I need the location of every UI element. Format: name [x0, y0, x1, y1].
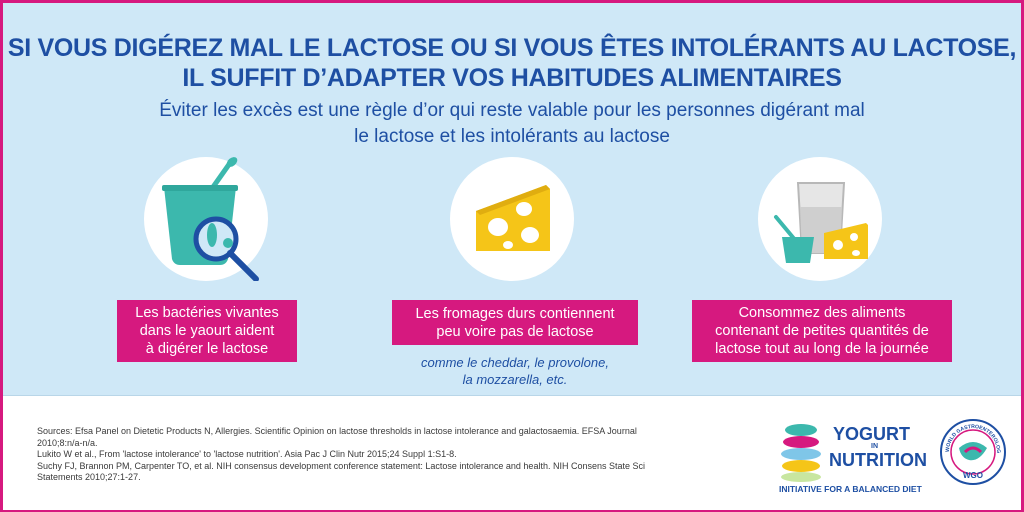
note-line: comme le cheddar, le provolone,: [421, 355, 609, 370]
tip-spread-line: Consommez des aliments: [738, 305, 906, 321]
page-title: SI VOUS DIGÉREZ MAL LE LACTOSE OU SI VOU…: [3, 33, 1021, 93]
cheese-icon: [450, 157, 574, 281]
tip-yogurt-line: à digérer le lactose: [145, 341, 269, 357]
sources-text: Sources: Efsa Panel on Dietetic Products…: [37, 426, 697, 484]
wgo-seal: WORLD GASTROENTEROLOGY ORGANISATION WGO: [937, 414, 1007, 486]
subtitle: Éviter les excès est une règle d’or qui …: [103, 98, 921, 150]
logo-tagline: INITIATIVE FOR A BALANCED DIET: [779, 484, 922, 494]
tip-yogurt-line: Les bactéries vivantes: [135, 305, 279, 321]
tip-yogurt-line: dans le yaourt aident: [139, 323, 275, 339]
stacked-stones-icon: [781, 424, 821, 482]
logo-word-in: IN: [871, 443, 878, 450]
source-line: 2010;8:n/a-n/a.: [37, 437, 98, 448]
glass-yogurt-cheese-icon: [758, 157, 882, 281]
tip-cheese-line: peu voire pas de lactose: [436, 323, 594, 340]
source-line: Sources: Efsa Panel on Dietetic Products…: [37, 426, 637, 436]
yogurt-magnifier-icon: [144, 157, 268, 281]
yogurt-in-nutrition-logo: YOGURT IN NUTRITION INITIATIVE FOR A BAL…: [779, 418, 929, 498]
subtitle-line-1: Éviter les excès est une règle d’or qui …: [159, 100, 865, 121]
title-line-2: IL SUFFIT D’ADAPTER VOS HABITUDES ALIMEN…: [182, 64, 842, 92]
source-line: Lukito W et al., From 'lactose intoleran…: [37, 449, 457, 459]
infographic-panel: SI VOUS DIGÉREZ MAL LE LACTOSE OU SI VOU…: [3, 3, 1021, 395]
tip-spread-line: lactose tout au long de la journée: [715, 341, 929, 357]
logo-word-yogurt: YOGURT: [833, 424, 911, 444]
tip-spread-line: contenant de petites quantités de: [715, 323, 929, 339]
footer: Sources: Efsa Panel on Dietetic Products…: [3, 395, 1021, 510]
tip-cheese-box: Les fromages durs contiennent peu voire …: [392, 300, 638, 345]
source-line: Suchy FJ, Brannon PM, Carpenter TO, et a…: [37, 460, 645, 471]
tip-cheese-line: Les fromages durs contiennent: [415, 305, 615, 322]
note-line: la mozzarella, etc.: [462, 372, 568, 387]
subtitle-line-2: le lactose et les intolérants au lactose: [354, 126, 670, 147]
wgo-abbr: WGO: [963, 471, 983, 480]
tip-spread-intake-box: Consommez des aliments contenant de peti…: [692, 300, 952, 362]
tip-yogurt-box: Les bactéries vivantes dans le yaourt ai…: [117, 300, 297, 362]
logo-word-nutrition: NUTRITION: [829, 450, 927, 470]
cheese-examples-note: comme le cheddar, le provolone, la mozza…: [383, 354, 647, 388]
source-line: Statements 2010;27:1-27.: [37, 472, 141, 482]
title-line-1: SI VOUS DIGÉREZ MAL LE LACTOSE OU SI VOU…: [7, 34, 1017, 62]
